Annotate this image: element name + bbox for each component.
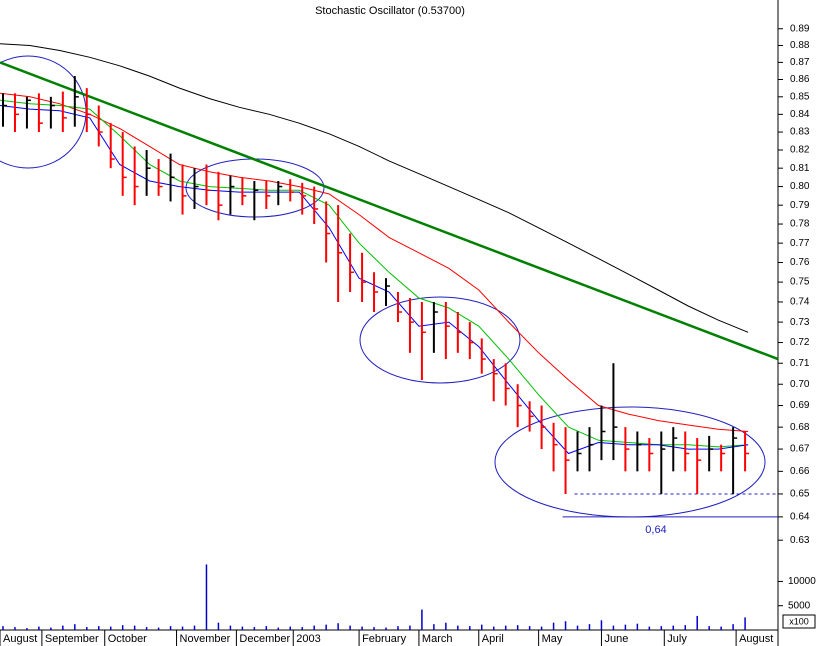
x-tick-label: October [108, 633, 147, 645]
y-tick-label: 0.85 [790, 91, 810, 102]
y-tick-label: 0.83 [790, 127, 810, 138]
x-tick-label: 2003 [296, 633, 320, 645]
y-tick-label: 0.71 [790, 358, 810, 369]
y-tick-label: 0.73 [790, 317, 810, 328]
x-tick-label: February [362, 633, 407, 645]
moving-average [0, 92, 749, 432]
x-tick-label: August [739, 633, 773, 645]
y-tick-label: 0.69 [790, 400, 810, 411]
annotation-ellipse [359, 296, 521, 384]
moving-average [0, 99, 749, 448]
y-tick-label: 0.79 [790, 200, 810, 211]
y-tick-label: 0.68 [790, 422, 810, 433]
y-tick-label: 0.70 [790, 379, 810, 390]
y-tick-label: 0.86 [790, 74, 810, 85]
moving-average [0, 43, 749, 333]
x-tick-label: June [604, 633, 628, 645]
y-tick-label: 0.65 [790, 489, 810, 500]
trendline [0, 61, 779, 361]
x-tick-label: September [45, 633, 99, 645]
y-tick-label: 0.87 [790, 57, 810, 68]
x-tick-label: November [180, 633, 231, 645]
y-tick-label: 0.81 [790, 163, 810, 174]
y-tick-label: 0.84 [790, 109, 810, 120]
y-tick-label: 5000 [788, 600, 811, 611]
y-tick-label: 0.64 [790, 512, 810, 523]
x-tick-label: July [667, 633, 687, 645]
y-tick-label: 0.78 [790, 219, 810, 230]
y-tick-label: 0.63 [790, 535, 810, 546]
x-tick-label: May [542, 633, 563, 645]
x-tick-label: December [239, 633, 290, 645]
y-tick-label: 0.72 [790, 337, 810, 348]
y-tick-label: 0.88 [790, 40, 810, 51]
y-tick-label: 0.89 [790, 23, 810, 34]
chart-title: Stochastic Oscillator (0.53700) [315, 5, 465, 17]
y-tick-label: 0.75 [790, 277, 810, 288]
y-tick-label: 0.74 [790, 297, 810, 308]
volume-unit: x100 [789, 616, 809, 626]
unit-box [782, 614, 816, 629]
y-tick-label: 0.66 [790, 466, 810, 477]
x-tick-label: April [482, 633, 504, 645]
y-tick-label: 0.82 [790, 145, 810, 156]
y-tick-label: 10000 [788, 576, 816, 587]
y-tick-label: 0.80 [790, 181, 810, 192]
x-tick-label: August [3, 633, 37, 645]
y-tick-label: 0.77 [790, 238, 810, 249]
support-label: 0,64 [645, 524, 666, 536]
y-tick-label: 0.76 [790, 257, 810, 268]
x-tick-label: March [422, 633, 453, 645]
y-tick-label: 0.67 [790, 444, 810, 455]
